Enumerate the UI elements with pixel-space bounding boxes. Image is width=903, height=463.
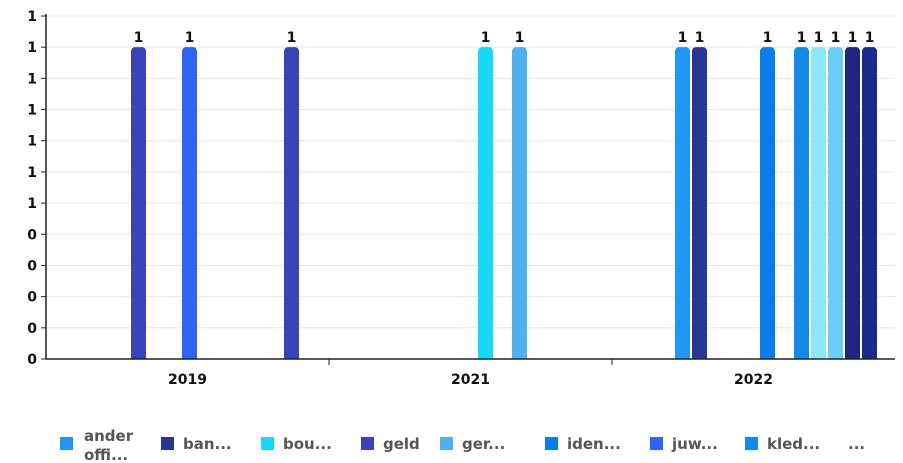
y-tick-label: 0 [27, 321, 37, 337]
legend-swatch [60, 437, 73, 450]
y-tick-label: 1 [27, 103, 37, 119]
data-label: 1 [814, 30, 824, 46]
bar-body [478, 51, 493, 359]
legend-label: juw... [671, 435, 718, 453]
legend-label: ander [84, 427, 134, 445]
x-tick-label: 2022 [734, 372, 773, 388]
data-label: 1 [865, 30, 875, 46]
bar-body [811, 51, 826, 359]
bar-body [182, 51, 197, 359]
data-label: 1 [797, 30, 807, 46]
legend-label: iden... [567, 435, 621, 453]
legend-swatch [650, 437, 663, 450]
legend-swatch [545, 437, 558, 450]
legend-more-label: ... [848, 435, 865, 453]
y-tick-label: 0 [27, 258, 37, 274]
legend-label: geld [383, 435, 420, 453]
legend-swatch [161, 437, 174, 450]
legend-label: kled... [767, 435, 820, 453]
y-tick-label: 1 [27, 9, 37, 25]
bars [131, 47, 877, 359]
data-label: 1 [287, 30, 297, 46]
legend-label: ger... [462, 435, 505, 453]
bar-body [512, 51, 527, 359]
data-label: 1 [185, 30, 195, 46]
y-tick-label: 1 [27, 165, 37, 181]
data-label: 1 [695, 30, 705, 46]
bar-body [131, 51, 146, 359]
y-tick-label: 0 [27, 352, 37, 368]
y-tick-label: 1 [27, 196, 37, 212]
bar-body [692, 51, 707, 359]
bar-body [794, 51, 809, 359]
data-label: 1 [481, 30, 491, 46]
legend-label: ban... [183, 435, 232, 453]
data-label: 1 [515, 30, 525, 46]
legend-label: bou... [283, 435, 332, 453]
legend-swatch [261, 437, 274, 450]
data-label: 1 [831, 30, 841, 46]
x-tick-label: 2021 [451, 372, 490, 388]
bar-body [862, 51, 877, 359]
y-tick-label: 0 [27, 290, 37, 306]
data-label: 1 [848, 30, 858, 46]
data-label: 1 [763, 30, 773, 46]
y-tick-label: 1 [27, 71, 37, 87]
legend-swatch [440, 437, 453, 450]
bar-body [845, 51, 860, 359]
legend-label: offi... [84, 446, 128, 463]
bar-body [284, 51, 299, 359]
bar-body [760, 51, 775, 359]
y-tick-label: 1 [27, 134, 37, 150]
bar-body [675, 51, 690, 359]
x-tick-label: 2019 [168, 372, 207, 388]
y-tick-label: 0 [27, 227, 37, 243]
legend-swatch [361, 437, 374, 450]
y-tick-label: 1 [27, 40, 37, 56]
data-label: 1 [678, 30, 688, 46]
data-label: 1 [134, 30, 144, 46]
bar-body [828, 51, 843, 359]
legend-swatch [745, 437, 758, 450]
